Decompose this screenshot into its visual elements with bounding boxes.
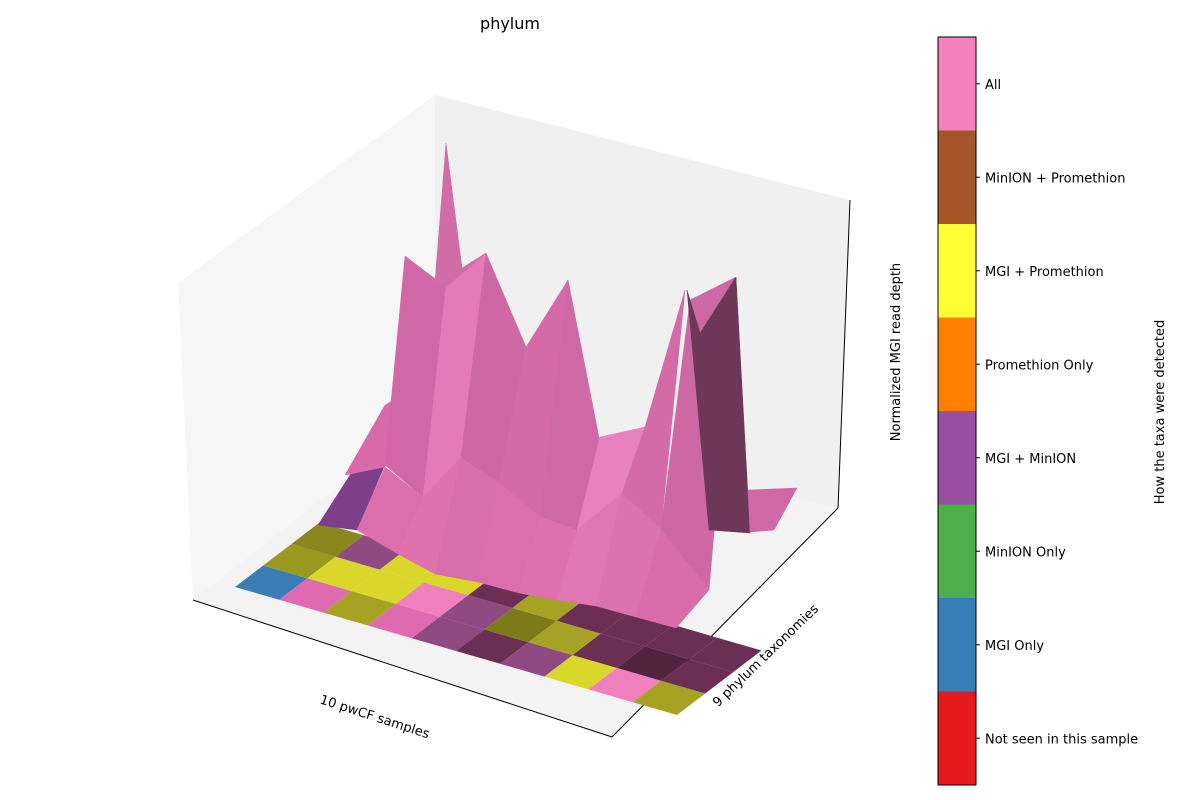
x-axis-label: 10 pwCF samples: [318, 693, 432, 743]
floor-cell: [263, 544, 336, 579]
colorbar-border: [937, 36, 977, 786]
colorbar-tick-label: Promethion Only: [985, 358, 1094, 373]
colorbar-label: How the taxa were detected: [1153, 320, 1168, 504]
floor-cell: [456, 629, 529, 664]
surface-face: [747, 487, 798, 533]
colorbar-segment: [938, 130, 976, 224]
colorbar-tick-label: Not seen in this sample: [985, 732, 1138, 747]
floor-cell: [395, 582, 469, 617]
z-axis-label: Normalized MGI read depth: [889, 263, 904, 441]
floor-cell: [661, 659, 734, 694]
colorbar-segment: [938, 598, 976, 692]
colorbar-segment: [938, 691, 976, 785]
floor-cell: [572, 633, 645, 668]
colorbar-segment: [938, 37, 976, 131]
floor-cell: [440, 595, 513, 630]
colorbar-segment: [938, 504, 976, 598]
colorbar-segment: [938, 224, 976, 318]
colorbar-tick-label: MGI + Promethion: [985, 265, 1104, 280]
floor-cell: [307, 556, 380, 592]
colorbar-tick-label: MGI Only: [985, 639, 1044, 654]
surface-plot: [317, 142, 798, 629]
colorbar-tick-label: MinION Only: [985, 545, 1066, 560]
back-left-pane: [178, 95, 435, 600]
chart-title: phylum: [480, 14, 540, 33]
floor-cell: [279, 578, 352, 613]
surface-face: [686, 276, 751, 534]
floor-cell: [367, 603, 440, 639]
floor-cell: [632, 680, 706, 715]
colorbar-tick-label: MGI + MinION: [985, 452, 1076, 467]
floor-cell: [588, 667, 661, 703]
floor-heatmap: [235, 522, 762, 715]
surface-face: [635, 529, 710, 629]
surface-face: [405, 142, 487, 288]
floor-cell: [500, 642, 573, 677]
colorbar: Not seen in this sample MGI Only MinION On…: [937, 36, 1138, 786]
floor-cell: [235, 565, 308, 600]
floor-cell: [528, 620, 601, 656]
colorbar-segment: [938, 411, 976, 505]
floor-cell: [351, 569, 424, 604]
colorbar-tick-label: All: [985, 78, 1001, 93]
z-axis-line: [837, 199, 851, 509]
colorbar-segment: [938, 317, 976, 411]
x-axis-line: [192, 599, 613, 738]
floor-cell: [645, 624, 718, 660]
floor-cell: [544, 655, 617, 690]
floor-cell: [411, 616, 485, 651]
floor-cell: [484, 608, 557, 643]
floor-cell: [291, 522, 364, 557]
colorbar-tick-label: MinION + Promethion: [985, 171, 1125, 186]
floor-cell: [323, 591, 396, 626]
floor-cell: [689, 637, 762, 672]
floor-cell: [616, 646, 690, 681]
